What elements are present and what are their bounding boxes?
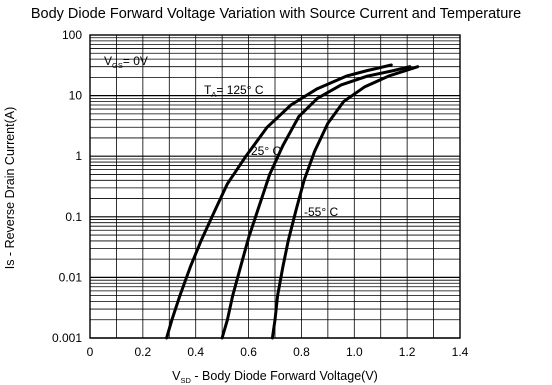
label-25c: 25° C [251,144,281,158]
x-tick-label: 1.4 [452,345,469,359]
x-tick-label: 1.2 [399,345,416,359]
x-tick-label: 0.6 [240,345,257,359]
y-tick-label: 10 [69,89,83,103]
label-minus55c: -55° C [304,205,338,219]
x-tick-label: 1.0 [346,345,363,359]
ta-annotation: TA= 125° C [204,83,264,99]
plot-frame [89,34,461,339]
y-tick-label: 1 [75,149,82,163]
x-axis-label: VSD - Body Diode Forward Voltage(V) [172,369,378,385]
x-tick-label: 0.8 [293,345,310,359]
y-tick-label: 0.001 [52,331,82,345]
chart-title: Body Diode Forward Voltage Variation wit… [30,6,522,22]
series-line [165,63,393,340]
chart-grid [90,35,460,339]
y-tick-label: 100 [62,28,82,42]
y-axis-label: Is - Reverse Drain Current(A) [3,107,17,270]
y-tick-label: 0.1 [65,210,82,224]
y-tick-label: 0.01 [59,270,83,284]
series-line [220,65,412,340]
vgs-annotation: VGS= 0V [104,54,148,70]
x-tick-label: 0 [87,345,94,359]
series-line [270,65,420,340]
x-tick-label: 0.2 [135,345,152,359]
x-tick-label: 0.4 [187,345,204,359]
